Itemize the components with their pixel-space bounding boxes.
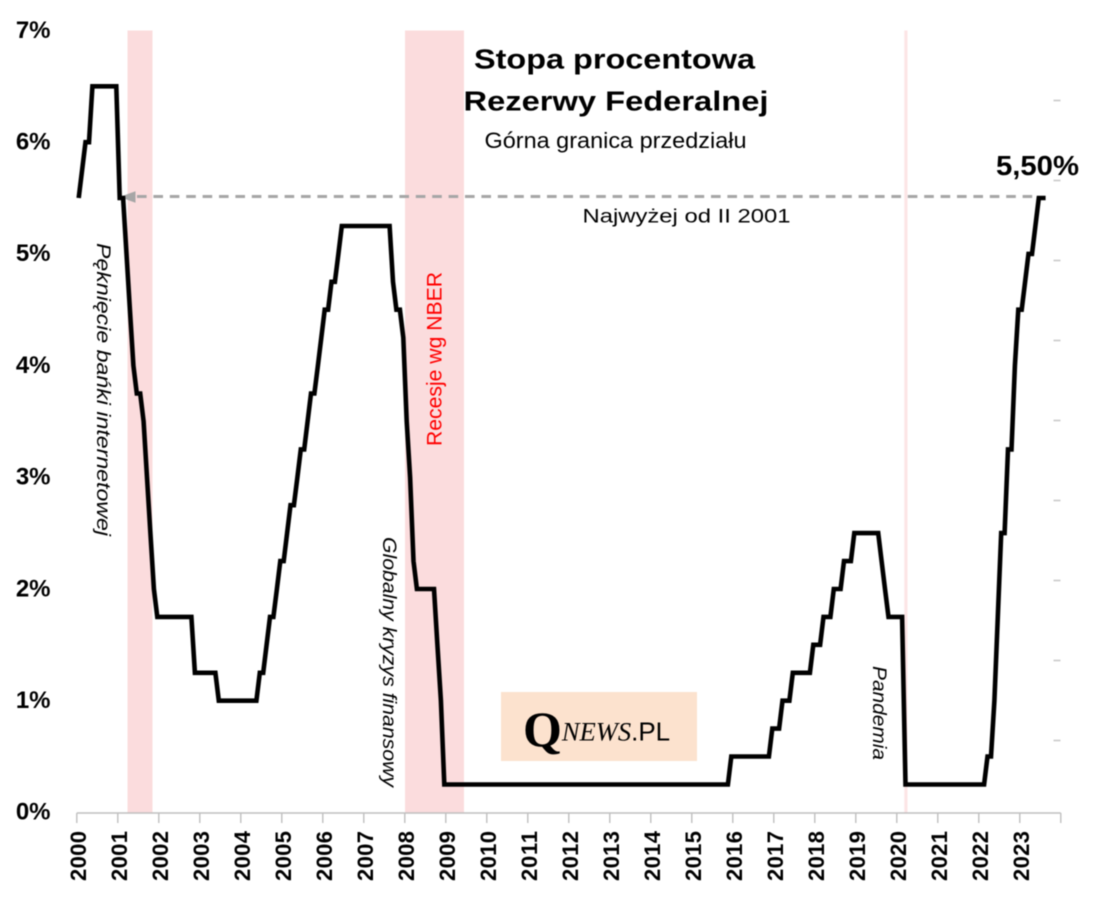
svg-text:2016: 2016 (722, 831, 747, 881)
svg-text:2014: 2014 (640, 830, 665, 881)
svg-text:2017: 2017 (763, 831, 788, 881)
svg-text:Rezerwy Federalnej: Rezerwy Federalnej (464, 86, 769, 117)
svg-text:7%: 7% (16, 17, 51, 44)
svg-text:2012: 2012 (558, 831, 583, 881)
svg-text:QNEWS.PL: QNEWS.PL (523, 701, 670, 757)
svg-text:Pandemia: Pandemia (868, 666, 889, 760)
svg-text:2006: 2006 (312, 831, 337, 881)
svg-text:2004: 2004 (230, 830, 255, 881)
svg-text:4%: 4% (16, 352, 51, 379)
svg-text:2023: 2023 (1009, 831, 1034, 881)
svg-text:2%: 2% (16, 575, 51, 602)
svg-text:5,50%: 5,50% (996, 150, 1079, 181)
svg-text:2013: 2013 (599, 831, 624, 881)
svg-text:6%: 6% (16, 129, 51, 156)
svg-text:2003: 2003 (189, 831, 214, 881)
svg-text:5%: 5% (16, 240, 51, 267)
svg-text:2021: 2021 (927, 831, 952, 881)
svg-text:2020: 2020 (886, 831, 911, 881)
svg-text:3%: 3% (16, 464, 51, 491)
svg-text:2009: 2009 (435, 831, 460, 881)
svg-text:2011: 2011 (517, 831, 542, 881)
svg-text:Stopa procentowa: Stopa procentowa (474, 44, 755, 75)
svg-text:Pęknięcie bańki internetowej: Pęknięcie bańki internetowej (92, 243, 113, 537)
svg-text:2005: 2005 (271, 831, 296, 881)
svg-text:2000: 2000 (66, 831, 91, 881)
svg-text:Recesje wg NBER: Recesje wg NBER (424, 272, 447, 446)
svg-text:2001: 2001 (107, 831, 132, 881)
svg-text:2022: 2022 (968, 831, 993, 881)
svg-text:2018: 2018 (804, 831, 829, 881)
svg-text:2002: 2002 (148, 831, 173, 881)
svg-text:2008: 2008 (394, 831, 419, 881)
svg-text:1%: 1% (16, 687, 51, 714)
svg-text:Najwyżej od II 2001: Najwyżej od II 2001 (583, 207, 791, 228)
svg-text:Globalny kryzys finansowy: Globalny kryzys finansowy (378, 537, 399, 789)
svg-text:Górna granica przedziału: Górna granica przedziału (485, 128, 747, 153)
svg-text:2015: 2015 (681, 831, 706, 881)
svg-text:2019: 2019 (845, 831, 870, 881)
svg-text:2010: 2010 (476, 831, 501, 881)
svg-text:2007: 2007 (353, 831, 378, 881)
svg-text:0%: 0% (16, 799, 51, 826)
